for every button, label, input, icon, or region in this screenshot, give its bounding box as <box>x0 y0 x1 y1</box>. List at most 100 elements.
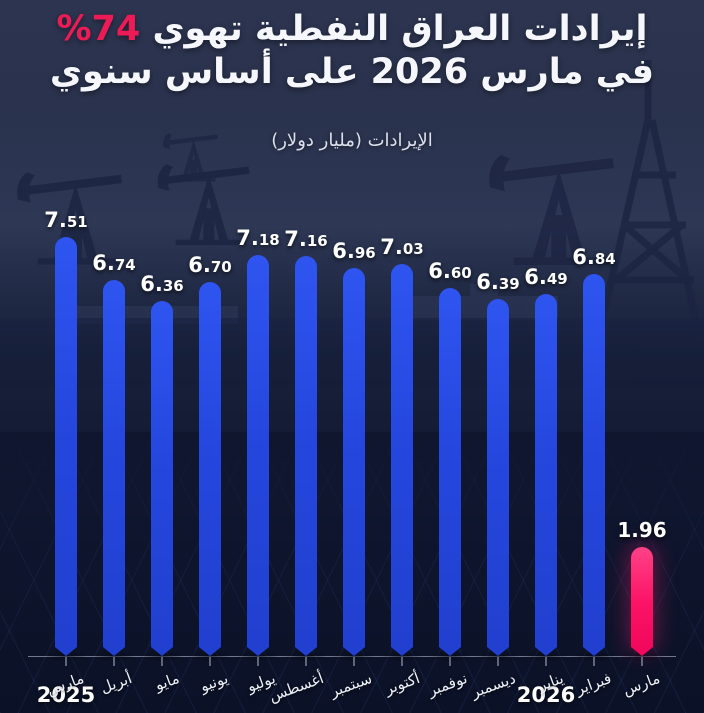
bar-value-label: 6.36 <box>120 272 204 296</box>
bar <box>199 282 221 656</box>
axis-tick <box>545 657 547 666</box>
bar-tip <box>295 647 317 656</box>
bar-value-label: 7.03 <box>360 235 444 259</box>
bar-tip <box>391 647 413 656</box>
bar <box>55 237 77 656</box>
bar-body <box>199 282 221 647</box>
bar-value-label: 7.18 <box>216 226 300 250</box>
bar-body <box>439 288 461 647</box>
bar <box>583 274 605 656</box>
bar-value-label: 7.16 <box>264 227 348 251</box>
value-integer: 6. <box>524 265 547 289</box>
bar <box>247 255 269 656</box>
bar-body <box>247 255 269 647</box>
bar-value-label: 6.70 <box>168 253 252 277</box>
bar-highlighted <box>631 547 653 656</box>
value-integer: 7. <box>284 227 307 251</box>
month-label: سبتمبر <box>327 669 375 701</box>
value-decimals: 96 <box>638 518 667 542</box>
bar <box>343 268 365 656</box>
page-title: إيرادات العراق النفطية تهوي %74 في مارس … <box>0 8 704 93</box>
axis-tick <box>257 657 259 666</box>
axis-tick <box>497 657 499 666</box>
axis-tick <box>305 657 307 666</box>
title-percent: %74 <box>56 9 141 49</box>
bar-body <box>631 547 653 647</box>
axis-tick <box>353 657 355 666</box>
bar <box>151 301 173 656</box>
axis-tick <box>209 657 211 666</box>
axis-tick <box>113 657 115 666</box>
title-text: إيرادات العراق النفطية تهوي <box>152 9 648 49</box>
value-decimals: 49 <box>546 270 568 288</box>
month-label: يونيو <box>197 669 231 696</box>
bar-tip <box>103 647 125 656</box>
bar-body <box>151 301 173 647</box>
year-label-2026: 2026 <box>516 683 576 707</box>
bar-tip <box>55 647 77 656</box>
bar-value-label: 6.60 <box>408 259 492 283</box>
bar <box>295 256 317 656</box>
bar-body <box>55 237 77 647</box>
value-decimals: 18 <box>258 231 280 249</box>
bar <box>487 299 509 656</box>
month-label: أبريل <box>97 669 135 697</box>
value-decimals: 51 <box>66 213 88 231</box>
axis-tick <box>593 657 595 666</box>
bar-value-label: 6.74 <box>72 251 156 275</box>
value-integer: 6. <box>476 270 499 294</box>
bar-value-label: 6.96 <box>312 239 396 263</box>
month-label: نوفمبر <box>425 669 471 700</box>
value-integer: 6. <box>188 253 211 277</box>
bar <box>391 264 413 656</box>
bar-tip <box>247 647 269 656</box>
value-decimals: 84 <box>594 250 616 268</box>
bar <box>535 294 557 656</box>
value-integer: 6. <box>92 251 115 275</box>
bar-tip <box>343 647 365 656</box>
value-decimals: 74 <box>114 256 136 274</box>
month-label: أغسطس <box>266 669 327 706</box>
axis-tick <box>641 657 643 666</box>
value-decimals: 16 <box>306 232 328 250</box>
axis-tick <box>401 657 403 666</box>
bar-tip <box>583 647 605 656</box>
bar-tip <box>631 647 653 656</box>
value-decimals: 36 <box>162 277 184 295</box>
bar <box>439 288 461 656</box>
value-decimals: 70 <box>210 258 232 276</box>
axis-tick <box>65 657 67 666</box>
value-decimals: 39 <box>498 275 520 293</box>
value-integer: 6. <box>332 239 355 263</box>
bar-body <box>487 299 509 647</box>
value-integer: 1. <box>617 518 639 542</box>
axis-tick <box>161 657 163 666</box>
title-line-1: إيرادات العراق النفطية تهوي %74 <box>0 8 704 51</box>
bar-value-label: 6.84 <box>552 245 636 269</box>
bar-body <box>391 264 413 647</box>
bar-body <box>535 294 557 647</box>
bar-tip <box>487 647 509 656</box>
axis-tick <box>449 657 451 666</box>
value-integer: 7. <box>44 208 67 232</box>
month-label: مايو <box>152 669 183 695</box>
year-label-2025: 2025 <box>36 683 96 707</box>
bar-value-label: 6.39 <box>456 270 540 294</box>
value-integer: 7. <box>380 235 403 259</box>
title-line-2: في مارس 2026 على أساس سنوي <box>49 51 655 92</box>
bar-body <box>583 274 605 647</box>
value-decimals: 96 <box>354 244 376 262</box>
value-integer: 7. <box>236 226 259 250</box>
bar-value-label: 6.49 <box>504 265 588 289</box>
value-integer: 6. <box>572 245 595 269</box>
bar-tip <box>535 647 557 656</box>
value-decimals: 03 <box>402 240 424 258</box>
bar-tip <box>151 647 173 656</box>
bar-body <box>343 268 365 647</box>
month-label: فبراير <box>573 669 615 699</box>
value-integer: 6. <box>140 272 163 296</box>
value-decimals: 60 <box>450 264 472 282</box>
bar-tip <box>199 647 221 656</box>
